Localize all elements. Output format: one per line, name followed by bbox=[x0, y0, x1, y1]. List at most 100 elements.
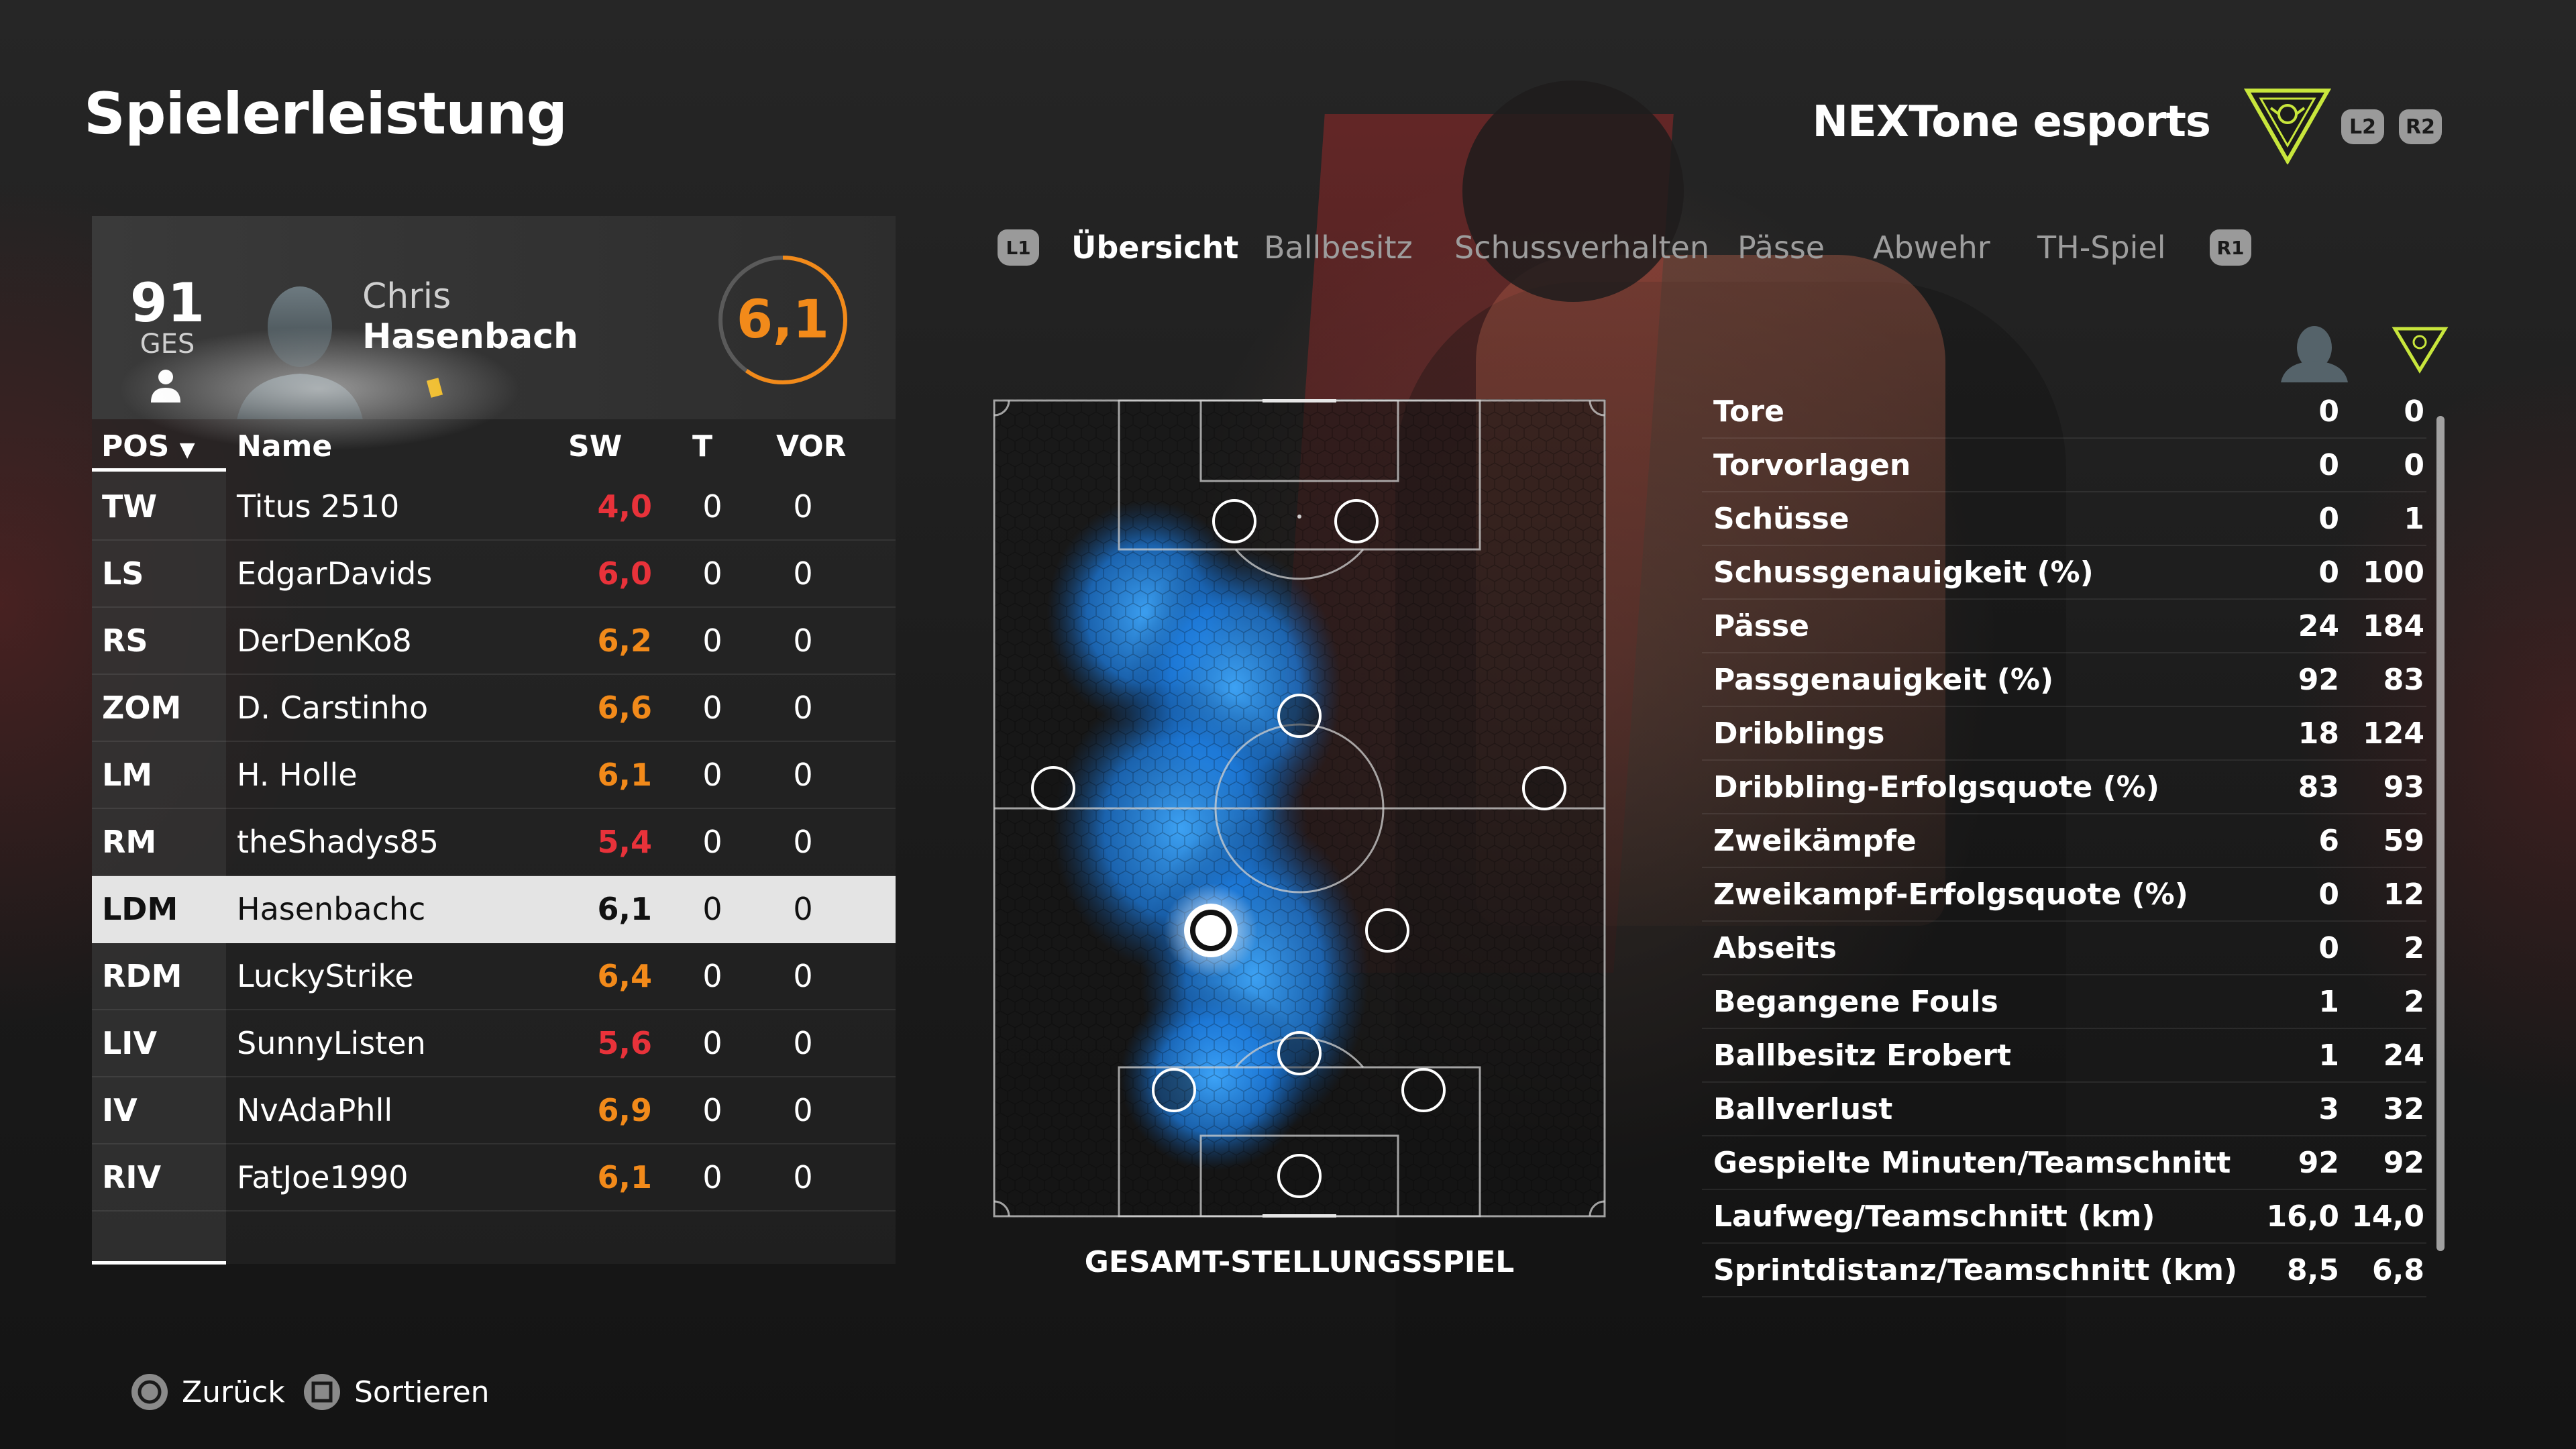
table-row[interactable]: LS EdgarDavids 6,0 0 0 bbox=[92, 541, 896, 608]
stat-player-value: 83 bbox=[2298, 770, 2339, 804]
row-position: IV bbox=[102, 1092, 138, 1128]
stat-label: Dribbling-Erfolgsquote (%) bbox=[1713, 770, 2159, 804]
stat-team-value: 83 bbox=[2383, 663, 2424, 697]
table-row[interactable]: LM H. Holle 6,1 0 0 bbox=[92, 742, 896, 809]
stat-row: Gespielte Minuten/Teamschnitt 92 92 bbox=[1702, 1136, 2426, 1190]
column-t[interactable]: T bbox=[692, 429, 713, 464]
stat-label: Dribblings bbox=[1713, 716, 1885, 751]
row-assists: 0 bbox=[793, 757, 813, 793]
stat-row: Ballbesitz Erobert 1 24 bbox=[1702, 1029, 2426, 1083]
stat-row: Passgenauigkeit (%) 92 83 bbox=[1702, 653, 2426, 707]
tab-abwehr[interactable]: Abwehr bbox=[1873, 229, 1990, 266]
card-glow bbox=[101, 322, 537, 456]
row-assists: 0 bbox=[793, 1025, 813, 1061]
sort-arrow-icon: ▼ bbox=[179, 438, 195, 462]
row-goals: 0 bbox=[702, 757, 722, 793]
row-player-name: EdgarDavids bbox=[237, 555, 433, 592]
match-rating: 6,1 bbox=[736, 290, 830, 350]
player-first-name: Chris bbox=[362, 276, 451, 317]
row-goals: 0 bbox=[702, 623, 722, 659]
stat-player-value: 92 bbox=[2298, 1146, 2339, 1180]
stat-player-value: 0 bbox=[2318, 931, 2339, 965]
row-position: RDM bbox=[102, 958, 182, 994]
column-name[interactable]: Name bbox=[237, 429, 333, 464]
table-row[interactable]: TW Titus 2510 4,0 0 0 bbox=[92, 474, 896, 541]
stat-label: Ballbesitz Erobert bbox=[1713, 1038, 2012, 1073]
stat-label: Ballverlust bbox=[1713, 1092, 1893, 1126]
stats-scrollbar-thumb[interactable] bbox=[2436, 416, 2445, 1251]
stat-team-value: 2 bbox=[2404, 931, 2424, 965]
stat-label: Begangene Fouls bbox=[1713, 985, 1998, 1019]
stat-team-value: 100 bbox=[2363, 555, 2424, 590]
row-position: LM bbox=[102, 757, 153, 793]
stat-team-value: 12 bbox=[2383, 877, 2424, 912]
r2-button[interactable]: R2 bbox=[2399, 109, 2442, 144]
stat-player-value: 18 bbox=[2298, 716, 2339, 751]
stat-row: Schüsse 0 1 bbox=[1702, 492, 2426, 546]
list-end-divider bbox=[92, 1261, 226, 1265]
row-player-name: FatJoe1990 bbox=[237, 1159, 409, 1195]
row-goals: 0 bbox=[702, 690, 722, 726]
back-label: Zurück bbox=[182, 1375, 285, 1409]
stat-player-value: 16,0 bbox=[2266, 1199, 2339, 1234]
stat-row: Begangene Fouls 1 2 bbox=[1702, 975, 2426, 1029]
table-row[interactable]: RIV FatJoe1990 6,1 0 0 bbox=[92, 1144, 896, 1212]
player-column-icon bbox=[2281, 326, 2348, 382]
tab-th-spiel[interactable]: TH-Spiel bbox=[2037, 229, 2166, 266]
stat-label: Laufweg/Teamschnitt (km) bbox=[1713, 1199, 2155, 1234]
row-assists: 0 bbox=[793, 824, 813, 860]
tab-uebersicht[interactable]: Übersicht bbox=[1071, 229, 1239, 266]
row-goals: 0 bbox=[702, 891, 722, 927]
stat-team-value: 0 bbox=[2404, 394, 2424, 429]
sort-label: Sortieren bbox=[354, 1375, 490, 1409]
table-row[interactable]: LDM Hasenbachc 6,1 0 0 bbox=[92, 876, 896, 943]
table-row[interactable]: LIV SunnyListen 5,6 0 0 bbox=[92, 1010, 896, 1077]
stat-row: Sprintdistanz/Teamschnitt (km) 8,5 6,8 bbox=[1702, 1244, 2426, 1297]
sort-button[interactable]: Sortieren bbox=[302, 1372, 490, 1412]
row-rating: 5,4 bbox=[597, 824, 653, 860]
stat-player-value: 24 bbox=[2298, 609, 2339, 643]
row-rating: 6,1 bbox=[597, 757, 653, 793]
row-rating: 4,0 bbox=[597, 488, 653, 525]
tab-paesse[interactable]: Pässe bbox=[1737, 229, 1825, 266]
row-player-name: DerDenKo8 bbox=[237, 623, 412, 659]
table-header: POS ▼ Name SW T VOR bbox=[92, 423, 896, 470]
row-position: LS bbox=[102, 555, 144, 592]
stat-player-value: 0 bbox=[2318, 502, 2339, 536]
tab-ballbesitz[interactable]: Ballbesitz bbox=[1264, 229, 1413, 266]
tab-schussverhalten[interactable]: Schussverhalten bbox=[1454, 229, 1709, 266]
stat-row: Pässe 24 184 bbox=[1702, 600, 2426, 653]
row-goals: 0 bbox=[702, 1092, 722, 1128]
position-column-bg bbox=[92, 470, 226, 1264]
background-head bbox=[1462, 80, 1684, 302]
column-pos[interactable]: POS ▼ bbox=[101, 429, 195, 464]
l1-button[interactable]: L1 bbox=[998, 229, 1039, 266]
page-title: Spielerleistung bbox=[84, 80, 568, 148]
table-row[interactable]: IV NvAdaPhll 6,9 0 0 bbox=[92, 1077, 896, 1144]
l2-button[interactable]: L2 bbox=[2341, 109, 2384, 144]
table-row[interactable]: RDM LuckyStrike 6,4 0 0 bbox=[92, 943, 896, 1010]
column-sw[interactable]: SW bbox=[568, 429, 623, 464]
row-position: ZOM bbox=[102, 690, 182, 726]
stat-player-value: 0 bbox=[2318, 555, 2339, 590]
stat-row: Abseits 0 2 bbox=[1702, 922, 2426, 975]
stat-label: Zweikämpfe bbox=[1713, 824, 1917, 858]
row-assists: 0 bbox=[793, 690, 813, 726]
row-position: LDM bbox=[102, 891, 178, 927]
player-markers bbox=[1031, 499, 1566, 1198]
stat-team-value: 24 bbox=[2383, 1038, 2424, 1073]
row-assists: 0 bbox=[793, 958, 813, 994]
table-row[interactable]: ZOM D. Carstinho 6,6 0 0 bbox=[92, 675, 896, 742]
stat-row: Zweikampf-Erfolgsquote (%) 0 12 bbox=[1702, 868, 2426, 922]
table-row[interactable]: RM theShadys85 5,4 0 0 bbox=[92, 809, 896, 876]
row-player-name: Hasenbachc bbox=[237, 891, 426, 927]
back-button[interactable]: Zurück bbox=[129, 1372, 285, 1412]
stat-player-value: 0 bbox=[2318, 448, 2339, 482]
row-assists: 0 bbox=[793, 623, 813, 659]
r1-button[interactable]: R1 bbox=[2210, 229, 2251, 266]
column-vor[interactable]: VOR bbox=[776, 429, 847, 464]
table-row[interactable]: RS DerDenKo8 6,2 0 0 bbox=[92, 608, 896, 675]
stat-label: Pässe bbox=[1713, 609, 1809, 643]
row-rating: 6,9 bbox=[597, 1092, 653, 1128]
stat-team-value: 32 bbox=[2383, 1092, 2424, 1126]
